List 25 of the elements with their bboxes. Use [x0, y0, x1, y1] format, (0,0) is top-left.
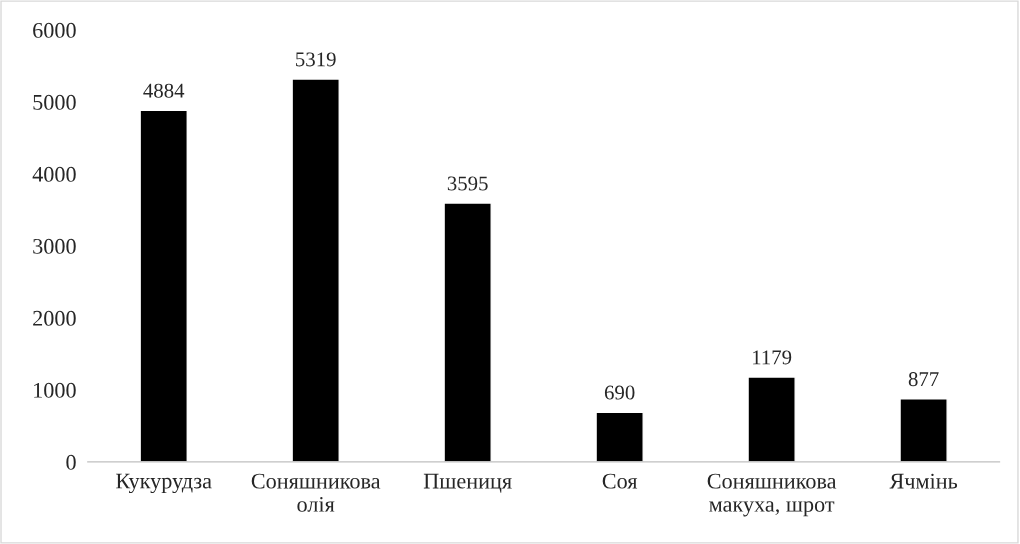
data-label: 690 — [604, 385, 635, 400]
x-tick-label: Ячмінь — [889, 473, 958, 489]
bar — [747, 376, 796, 462]
bar — [899, 398, 948, 462]
data-label: 5319 — [296, 52, 336, 67]
x-tick-label: Пшениця — [423, 473, 512, 493]
x-tick-label: Соняшникова макуха, шрот — [707, 473, 837, 517]
x-tick-label: Соя — [602, 473, 638, 489]
bar — [291, 78, 340, 462]
x-tick-label: Кукурудза — [116, 473, 212, 494]
y-tick-label: 3000 — [33, 238, 76, 254]
bar — [443, 202, 492, 462]
bar — [595, 411, 644, 462]
y-tick-label: 0 — [66, 454, 76, 470]
y-tick-label: 5000 — [33, 94, 76, 110]
data-label: 1179 — [753, 350, 792, 365]
y-tick-label: 6000 — [33, 22, 76, 38]
y-tick-label: 2000 — [33, 310, 76, 326]
bar — [139, 109, 188, 462]
data-label: 877 — [908, 372, 939, 387]
data-label: 3595 — [447, 176, 488, 191]
y-tick-label: 1000 — [34, 382, 76, 398]
data-label: 4884 — [143, 83, 185, 98]
x-tick-label: Соняшникова олія — [251, 473, 381, 512]
y-tick-label: 4000 — [32, 166, 76, 182]
